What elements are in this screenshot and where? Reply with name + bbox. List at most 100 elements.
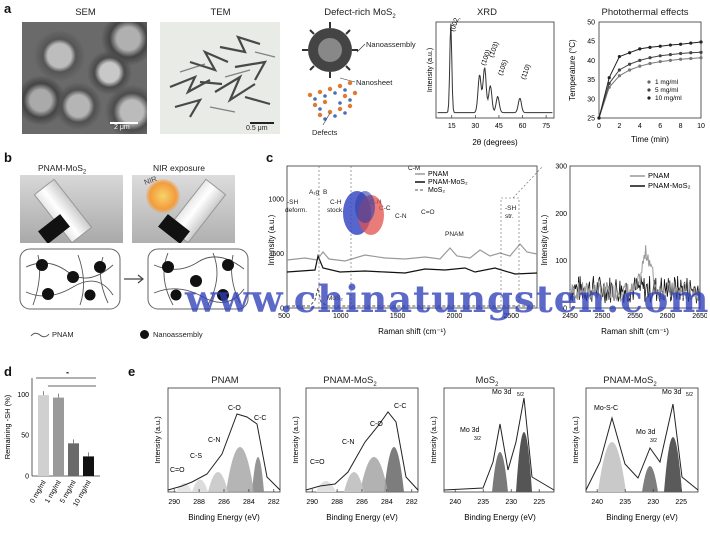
pnam-legend-icon <box>30 332 50 338</box>
pt-xtick-5: 10 <box>697 123 705 130</box>
pnam-legend-label: PNAM <box>52 330 74 339</box>
pt-point-2-3 <box>628 51 632 55</box>
xps-pnam-mos2-peak-cc: C-C <box>394 403 406 410</box>
panel-d-label: d <box>4 364 12 379</box>
raman-xtick-3: 2000 <box>447 313 463 320</box>
pt-point-1-3 <box>628 62 632 66</box>
raman-ann-cc: C-C <box>379 205 391 212</box>
sem-scale-label: 2 μm <box>114 124 130 131</box>
tem-scale-label: 0.5 μm <box>246 125 268 132</box>
bar-ytick-2: 100 <box>17 392 29 399</box>
xps1-ticks-2: 286 <box>218 499 230 506</box>
ramz-xtick-1: 2500 <box>595 313 611 320</box>
raman-legend-pnam-mos2: PNAM-MoS₂ <box>428 179 468 186</box>
pt-xtick-3: 6 <box>658 123 662 130</box>
raman-pnam-mos2-line <box>286 253 538 275</box>
xps-pnam-mos2-mo-peak-mosc: Mo-S-C <box>594 405 618 412</box>
raman-ytick-2: 1000 <box>268 196 284 203</box>
xps-pnam-mos2-mo-ylabel: Intensity (a.u.) <box>571 416 580 464</box>
xps4-ticks-2: 230 <box>647 499 659 506</box>
raman-ann-stock: stock. <box>327 207 344 214</box>
panel-a-label: a <box>4 1 12 16</box>
pt-point-0-8 <box>679 57 683 61</box>
panel-e-label: e <box>128 364 136 379</box>
raman-ann-ch: C-H <box>330 199 342 206</box>
xps2-ticks-1: 288 <box>331 499 343 506</box>
xps3-ticks-1: 235 <box>477 499 489 506</box>
pt-ytick-3: 40 <box>587 58 595 65</box>
pt-point-0-10 <box>699 56 703 60</box>
vial-after-photo <box>132 175 235 243</box>
raman-legend-mos2: MoS₂ <box>428 187 445 194</box>
bar-ytick-0: 0 <box>25 474 29 481</box>
tem-scale-bar <box>250 122 274 124</box>
company-logo-icon <box>343 191 384 235</box>
nanoassembly-label: Nanoassembly <box>366 40 416 49</box>
nanoassembly-legend-label: Nanoassembly <box>153 330 203 339</box>
raman-mos2-line <box>287 287 537 307</box>
bar-0 <box>38 395 49 476</box>
raman-ylabel: Intensity (a.u.) <box>267 214 276 265</box>
sem-scale-bar <box>110 122 138 124</box>
xps-pnam-mos2-peak-co: C-O <box>370 421 383 428</box>
xps-mos2-xlabel: Binding Energy (eV) <box>464 513 536 522</box>
xps2-ticks-0: 290 <box>306 499 318 506</box>
raman-zoom-xlabel: Raman shift (cm⁻¹) <box>601 327 669 336</box>
xps1-ticks-1: 288 <box>193 499 205 506</box>
network-schematic <box>19 248 249 310</box>
pt-point-2-6 <box>658 44 662 48</box>
xps-pnam-chart: Intensity (a.u.) 290 288 286 284 282 Binding… <box>153 387 281 522</box>
photothermal-ylabel: Temperature (°C) <box>568 39 577 101</box>
xps1-ticks-4: 282 <box>268 499 280 506</box>
xps-pnam-mos2-mo-peak-52-sub: 5/2 <box>686 392 693 398</box>
pt-point-1-10 <box>699 50 703 54</box>
xps-pnam-mos2-peak-co2: C=O <box>310 459 325 466</box>
xps-pnam-peak-co: C-O <box>228 405 241 412</box>
pt-ytick-1: 30 <box>587 96 595 103</box>
pt-point-1-8 <box>679 51 683 56</box>
raman-xtick-2: 1500 <box>390 313 406 320</box>
pt-ytick-0: 25 <box>587 116 595 123</box>
xrd-tick-3: 60 <box>519 123 527 130</box>
xps3-ticks-3: 225 <box>533 499 545 506</box>
pt-point-0-3 <box>628 68 632 72</box>
mos2-schematic <box>302 22 366 126</box>
sem-title: SEM <box>75 7 96 18</box>
xps-pnam-peak-cn: C-N <box>208 437 220 444</box>
xrd-peak-110: (110) <box>520 63 532 80</box>
bar-1 <box>53 397 64 476</box>
xps-pnam-mos2-mo-chart: Intensity (a.u.) 240 235 230 225 Binding En… <box>571 387 699 522</box>
xrd-tick-1: 30 <box>471 123 479 130</box>
xps-pnam-mos2-mo-peak-32-sub: 3/2 <box>650 438 657 444</box>
xps3-ticks-0: 240 <box>449 499 461 506</box>
pt-ytick-4: 45 <box>587 39 595 46</box>
xps-pnam-peak-co2: C=O <box>170 467 185 474</box>
xps-mos2-peak-52-sub: 5/2 <box>517 392 524 398</box>
defects-label: Defects <box>312 128 338 137</box>
xps-pnam-mos2-chart: Intensity (a.u.) 290 288 286 284 282 Binding… <box>291 387 419 522</box>
xrd-chart: 15 30 45 60 75 Intensity (a.u.) 2θ (degrees)… <box>427 18 555 147</box>
xps-mos2-peak-32-sub: 3/2 <box>474 436 481 442</box>
pt-xtick-4: 8 <box>679 123 683 130</box>
raman-zoom-pnam-line <box>569 245 700 303</box>
xps2-ticks-3: 284 <box>381 499 393 506</box>
pt-point-2-8 <box>679 42 683 46</box>
pt-xtick-0: 0 <box>597 123 601 130</box>
nir-beam <box>146 179 180 213</box>
remaining-sh-ylabel: Remaining -SH (%) <box>3 394 12 459</box>
raman-ytick-1: 500 <box>272 251 284 258</box>
vial-before-label: PNAM-MoS2 <box>38 163 87 176</box>
xps4-ticks-3: 225 <box>675 499 687 506</box>
pt-point-1-2 <box>617 68 621 72</box>
pt-legend-1: 1 mg/ml <box>655 79 679 86</box>
xps-mos2-chart: Intensity (a.u.) 240 235 230 225 Binding En… <box>429 387 555 522</box>
xps-mos2-title: MoS2 <box>475 375 499 388</box>
pt-legend-10: 10 mg/ml <box>655 95 682 102</box>
ramz-xtick-4: 2650 <box>692 313 707 320</box>
photothermal-chart: 25 30 35 40 45 50 0 2 4 6 8 10 Temperature (°C) Tim… <box>568 20 705 145</box>
xrd-tick-0: 15 <box>448 123 456 130</box>
raman-ann-pnam: PNAM <box>445 231 464 238</box>
raman-ann-cn2: C-N <box>395 213 407 220</box>
xps-pnam-mos2-mo-peak-32: Mo 3d <box>636 429 656 436</box>
